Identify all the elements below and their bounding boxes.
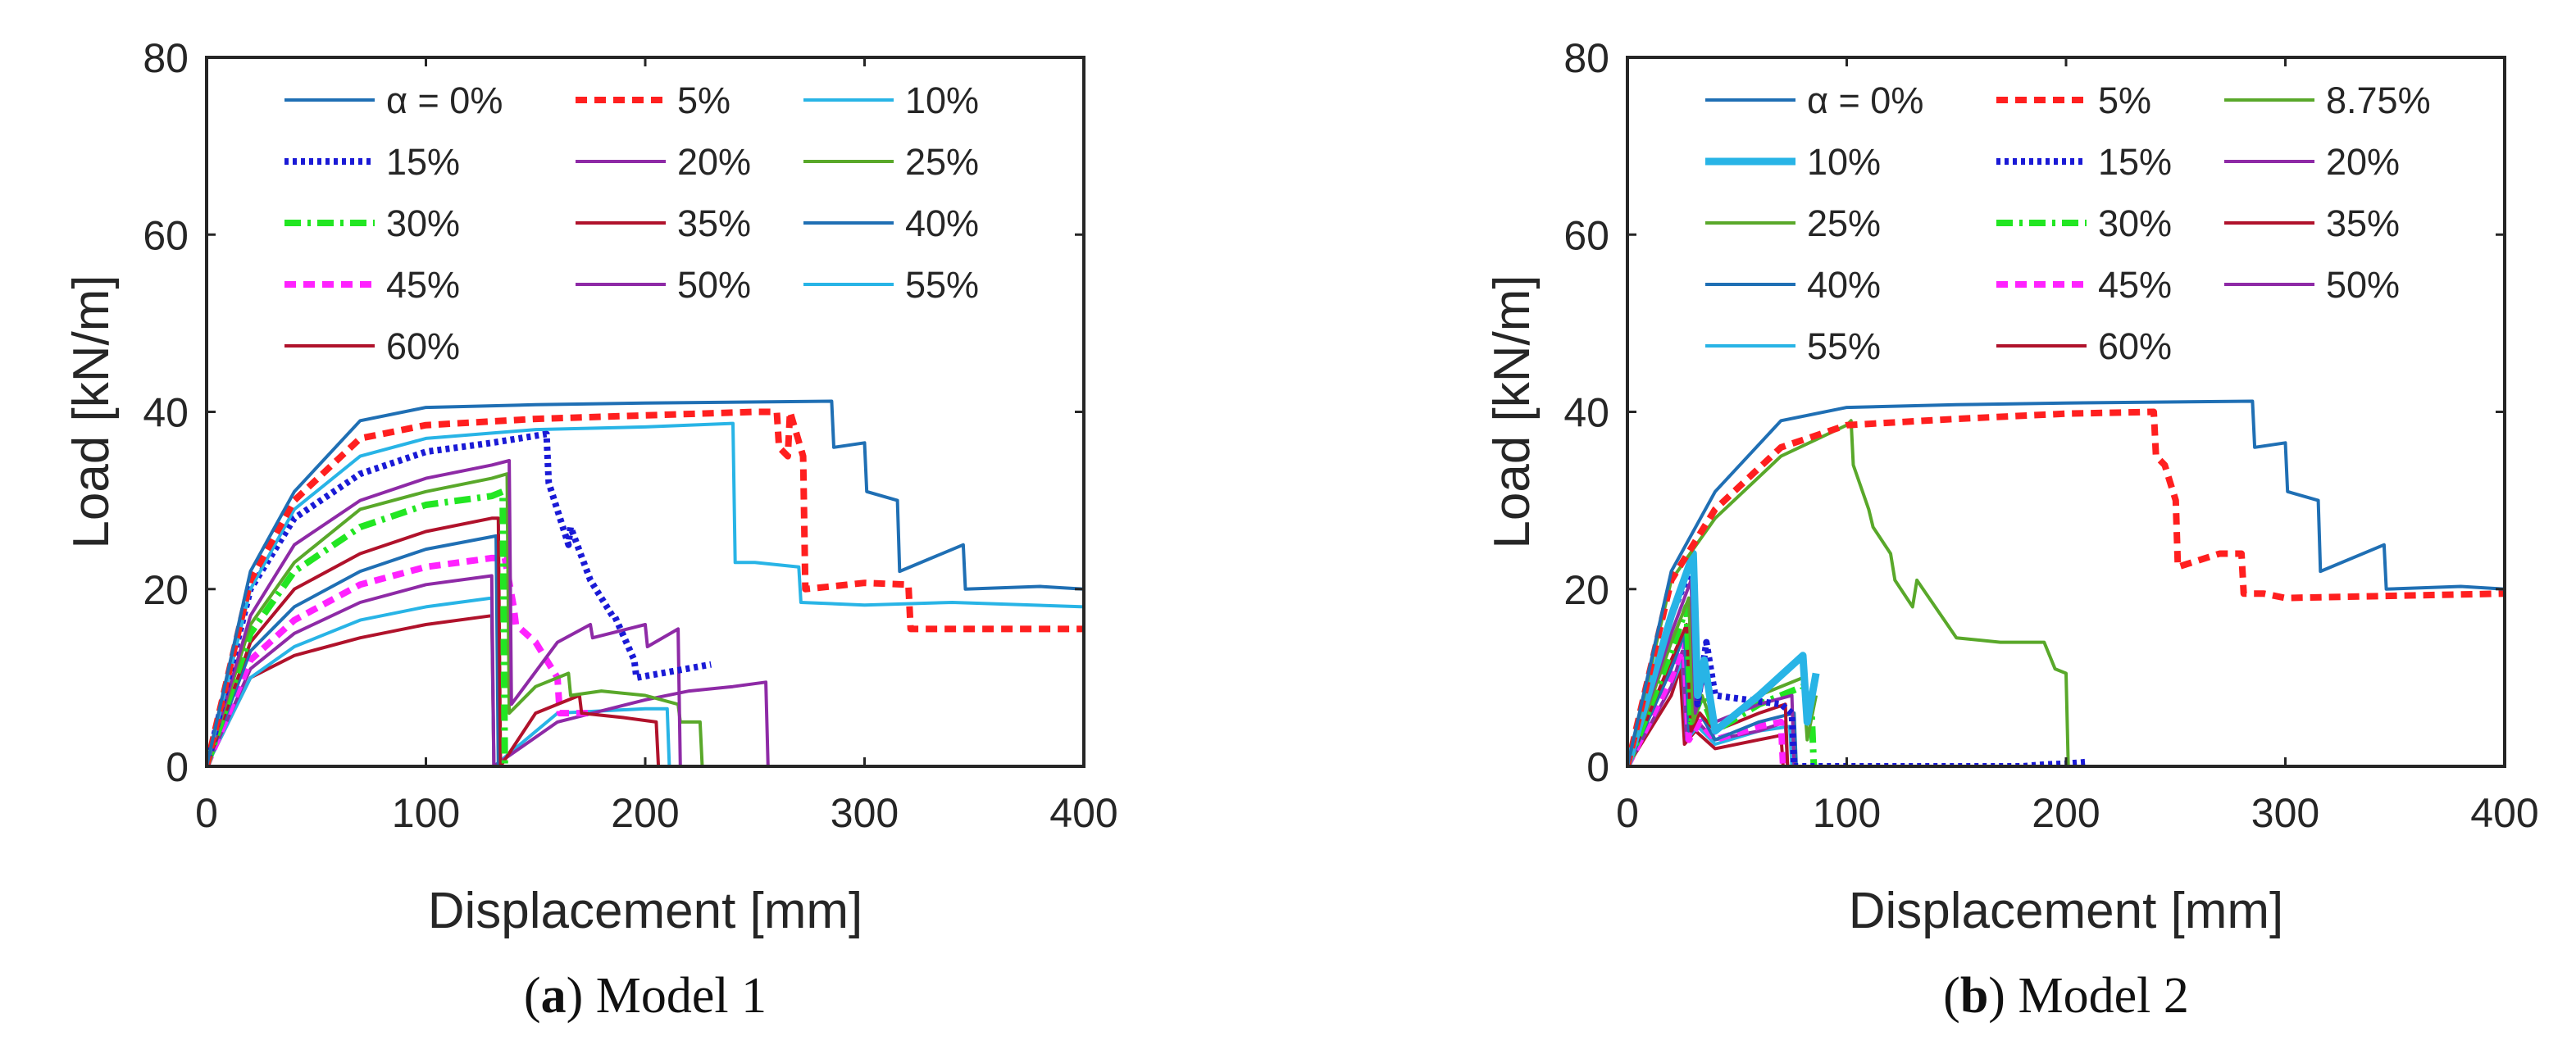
legend: α = 0% 5% 10% 15% 20% 25% 30% 35% 40% 45% 50% 55% 60… bbox=[284, 80, 979, 367]
legend-label: 35% bbox=[677, 202, 751, 244]
legend-label: 30% bbox=[2098, 202, 2172, 244]
panel-caption: (a) Model 1 bbox=[524, 968, 767, 1024]
series-line-3 bbox=[1627, 550, 1820, 766]
series-line-6 bbox=[207, 488, 508, 766]
x-tick-label: 400 bbox=[2470, 790, 2538, 836]
legend-label: 10% bbox=[905, 80, 979, 121]
legend-label: 50% bbox=[677, 264, 751, 306]
x-tick-label: 100 bbox=[392, 790, 460, 836]
caption-text: Model 1 bbox=[596, 968, 767, 1024]
y-tick-label: 80 bbox=[143, 35, 189, 81]
series-line-4 bbox=[207, 459, 682, 766]
y-tick-label: 0 bbox=[166, 744, 189, 790]
series-line-1 bbox=[1627, 408, 2505, 766]
series-line-1 bbox=[207, 408, 1084, 766]
y-tick-label: 60 bbox=[143, 212, 189, 258]
caption-open-paren: ( bbox=[524, 968, 541, 1024]
series-line-10 bbox=[207, 574, 770, 766]
legend: α = 0% 5% 8.75% 10% 15% 20% 25% 30% 35% 40% 45% 50%… bbox=[1705, 80, 2431, 367]
series-line-3 bbox=[207, 430, 712, 766]
x-axis-label: Displacement [mm] bbox=[1849, 883, 2284, 939]
series-line-2 bbox=[1627, 419, 2080, 766]
legend-label: 45% bbox=[2098, 264, 2172, 306]
x-tick-label: 300 bbox=[2251, 790, 2319, 836]
legend-label: 15% bbox=[2098, 141, 2172, 183]
x-tick-label: 200 bbox=[2032, 790, 2100, 836]
x-tick-label: 200 bbox=[611, 790, 679, 836]
series-line-0 bbox=[207, 399, 1084, 766]
legend-label: 20% bbox=[677, 141, 751, 183]
panel-a-model-1: 0 100 200 300 400 0 20 40 60 80 Displacement [mm]… bbox=[63, 35, 1118, 1024]
legend-label: α = 0% bbox=[386, 80, 503, 121]
legend-label: 45% bbox=[386, 264, 460, 306]
x-tick-label: 0 bbox=[1616, 790, 1639, 836]
caption-label: b bbox=[1960, 968, 1988, 1024]
y-tick-label: 20 bbox=[143, 567, 189, 613]
x-tick-label: 100 bbox=[1813, 790, 1881, 836]
legend-label: 25% bbox=[1807, 202, 1881, 244]
legend-label: 5% bbox=[2098, 80, 2151, 121]
legend-label: 40% bbox=[1807, 264, 1881, 306]
x-axis-label: Displacement [mm] bbox=[428, 883, 863, 939]
y-tick-label: 40 bbox=[143, 390, 189, 436]
series-line-7 bbox=[207, 516, 661, 766]
y-tick-label: 40 bbox=[1563, 390, 1609, 436]
caption-close-paren: ) bbox=[567, 968, 596, 1024]
legend-label: 15% bbox=[386, 141, 460, 183]
legend-label: 35% bbox=[2326, 202, 2400, 244]
legend-label: α = 0% bbox=[1807, 80, 1923, 121]
legend-label: 8.75% bbox=[2326, 80, 2431, 121]
series-line-0 bbox=[1627, 399, 2505, 766]
x-tick-label: 400 bbox=[1049, 790, 1117, 836]
series-line-10 bbox=[1627, 638, 1786, 766]
y-tick-label: 20 bbox=[1563, 567, 1609, 613]
series-layer bbox=[207, 399, 1084, 766]
legend-label: 60% bbox=[2098, 325, 2172, 367]
series-line-8 bbox=[207, 534, 500, 766]
ticks: 0 100 200 300 400 0 20 40 60 80 bbox=[1563, 35, 2538, 836]
legend-label: 20% bbox=[2326, 141, 2400, 183]
x-tick-label: 0 bbox=[195, 790, 218, 836]
panel-b-model-2: 0 100 200 300 400 0 20 40 60 80 Displacement [mm]… bbox=[1484, 35, 2539, 1024]
caption-label: a bbox=[541, 968, 567, 1024]
legend-label: 10% bbox=[1807, 141, 1881, 183]
series-line-2 bbox=[207, 421, 1084, 766]
legend-label: 30% bbox=[386, 202, 460, 244]
legend-label: 5% bbox=[677, 80, 730, 121]
legend-label: 50% bbox=[2326, 264, 2400, 306]
x-tick-label: 300 bbox=[831, 790, 899, 836]
legend-label: 55% bbox=[1807, 325, 1881, 367]
y-tick-label: 0 bbox=[1586, 744, 1609, 790]
series-layer bbox=[1627, 399, 2505, 766]
caption-close-paren: ) bbox=[1988, 968, 2018, 1024]
panel-caption: (b) Model 2 bbox=[1943, 968, 2189, 1024]
caption-text: Model 2 bbox=[2018, 968, 2188, 1024]
series-line-8 bbox=[1627, 623, 1790, 766]
y-axis-label: Load [kN/m] bbox=[1484, 275, 1541, 548]
legend-label: 55% bbox=[905, 264, 979, 306]
y-tick-label: 80 bbox=[1563, 35, 1609, 81]
caption-open-paren: ( bbox=[1943, 968, 1960, 1024]
legend-label: 25% bbox=[905, 141, 979, 183]
legend-label: 60% bbox=[386, 325, 460, 367]
legend-label: 40% bbox=[905, 202, 979, 244]
ticks: 0 100 200 300 400 0 20 40 60 80 bbox=[143, 35, 1117, 836]
y-axis-label: Load [kN/m] bbox=[63, 275, 120, 548]
y-tick-label: 60 bbox=[1563, 212, 1609, 258]
